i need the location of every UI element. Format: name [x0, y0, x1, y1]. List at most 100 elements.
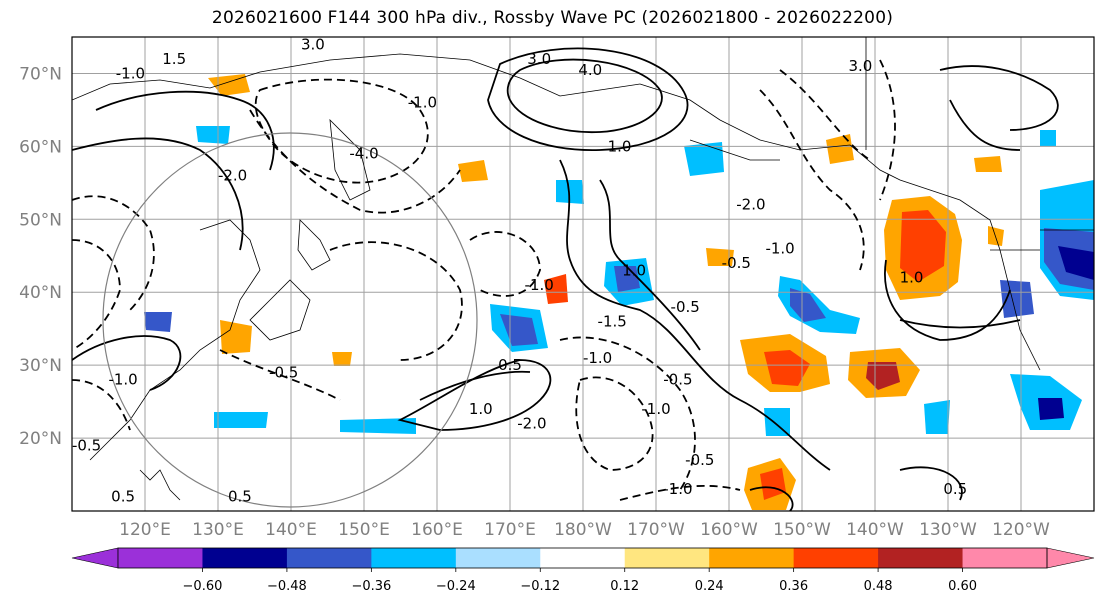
contour-value-label: 3.0 [848, 57, 872, 75]
shade-negative [214, 412, 268, 428]
colorbar-tick-label: 0.36 [779, 579, 808, 594]
shade-positive [826, 134, 854, 164]
contour-value-label: 1.0 [608, 137, 632, 155]
contour-value-label: -0.5 [671, 298, 700, 316]
graticule [72, 37, 1094, 511]
colorbar-extend-max [1046, 547, 1095, 569]
colorbar-bin [624, 548, 710, 568]
dashed-contours [72, 59, 896, 501]
shade-positive [974, 156, 1002, 172]
lon-tick-label: 160°E [411, 520, 463, 540]
contour-value-label: -0.5 [72, 436, 101, 454]
shade-negative [684, 142, 724, 176]
shade-positive-strong [764, 350, 810, 386]
contour-value-label: -4.0 [349, 145, 378, 163]
lat-tick-label: 20°N [19, 429, 62, 449]
map-title: 2026021600 F144 300 hPa div., Rossby Wav… [211, 8, 894, 28]
shade-positive [220, 320, 252, 354]
contour-value-label: 0.5 [498, 356, 522, 374]
colorbar-tick-label: −0.48 [267, 579, 307, 594]
shade-negative [144, 312, 172, 332]
map-frame [71, 36, 1095, 512]
shade-negative-strong [1038, 398, 1064, 420]
contour-value-label: -0.5 [722, 254, 751, 272]
contour-labels: 1.5 3.0 3.0 4.0 -1.0 -1.0 3.0 1.0 -4.0 -2.0 -1.0 -1… [72, 35, 967, 505]
contour-value-label: 1.5 [162, 50, 186, 68]
reference-circle [102, 132, 478, 508]
shade-positive [988, 226, 1004, 246]
colorbar-bin [793, 548, 879, 568]
contour-value-label: -0.5 [685, 451, 714, 469]
colorbar-tick-label: 0.24 [695, 579, 724, 594]
shade-negative [764, 408, 790, 436]
lon-tick-label: 120°E [119, 520, 171, 540]
colorbar-bin [118, 548, 203, 568]
contour-value-label: 3.0 [527, 50, 551, 68]
colorbar-tick-label: −0.24 [436, 579, 476, 594]
lat-tick-label: 40°N [19, 283, 62, 303]
contour-value-label: 0.5 [111, 487, 135, 505]
shade-negative [340, 418, 416, 434]
contour-value-label: -1.0 [108, 371, 137, 389]
colorbar-extend-min [71, 547, 119, 569]
shade-negative-strong [790, 288, 826, 322]
contour-value-label: 1.0 [622, 261, 646, 279]
contour-value-label: -0.5 [269, 363, 298, 381]
latitude-labels: 20°N 30°N 40°N 50°N 60°N 70°N [19, 64, 62, 449]
shade-positive-strong [900, 210, 946, 282]
contour-value-label: -1.0 [116, 64, 145, 82]
contour-value-label: -2.0 [736, 196, 765, 214]
contour-value-label: -1.5 [598, 312, 627, 330]
contour-value-label: -1.0 [525, 276, 554, 294]
shade-negative-strongest [1058, 246, 1094, 280]
lat-tick-label: 60°N [19, 137, 62, 157]
contour-value-label: -1.0 [663, 480, 692, 498]
coastlines [72, 37, 1094, 501]
lon-tick-label: 120°W [992, 520, 1050, 540]
colorbar-bin [455, 548, 541, 568]
contour-value-label: -1.0 [765, 239, 794, 257]
colorbar-tick-label: 0.48 [864, 579, 893, 594]
shade-negative [1000, 280, 1034, 318]
colorbar-tick-label: 0.12 [610, 579, 639, 594]
shade-negative [196, 126, 230, 144]
lon-tick-label: 170°W [627, 520, 685, 540]
contour-value-label: 4.0 [578, 61, 602, 79]
colorbar-bin [202, 548, 288, 568]
colorbar-bin [709, 548, 795, 568]
colorbar-bin [371, 548, 457, 568]
contour-value-label: -0.5 [663, 371, 692, 389]
lon-tick-label: 160°W [700, 520, 758, 540]
colorbar-bin [286, 548, 372, 568]
lon-tick-label: 140°E [265, 520, 317, 540]
lon-tick-label: 180°W [554, 520, 612, 540]
colorbar-tick-label: −0.12 [520, 579, 560, 594]
shade-positive [458, 160, 488, 182]
shade-positive-strong [760, 468, 786, 500]
shaded-regions [144, 74, 1094, 510]
lat-tick-label: 70°N [19, 64, 62, 84]
lon-tick-label: 150°W [773, 520, 831, 540]
contour-value-label: -2.0 [517, 414, 546, 432]
lon-tick-label: 170°E [484, 520, 536, 540]
contour-value-label: 0.5 [943, 480, 967, 498]
contour-value-label: -1.0 [408, 94, 437, 112]
contour-value-label: 1.0 [469, 400, 493, 418]
colorbar: −0.60 −0.48 −0.36 −0.24 −0.12 0.12 0.24 0.36 0.4… [71, 547, 1095, 594]
contour-value-label: -1.0 [641, 400, 670, 418]
lon-tick-label: 150°E [338, 520, 390, 540]
contour-value-label: 3.0 [301, 35, 325, 53]
contour-value-label: -1.0 [583, 349, 612, 367]
lat-tick-label: 50°N [19, 210, 62, 230]
shade-negative [924, 400, 950, 434]
lon-tick-label: 140°W [846, 520, 904, 540]
contour-value-label: 1.0 [900, 269, 924, 287]
lon-tick-label: 130°E [192, 520, 244, 540]
colorbar-outline [117, 547, 1048, 569]
contour-value-label: 0.5 [228, 487, 252, 505]
longitude-labels: 120°E 130°E 140°E 150°E 160°E 170°E 180°W 170°W… [119, 520, 1050, 540]
lon-tick-label: 130°W [919, 520, 977, 540]
colorbar-tick-label: −0.60 [183, 579, 223, 594]
contour-value-label: -2.0 [218, 167, 247, 185]
